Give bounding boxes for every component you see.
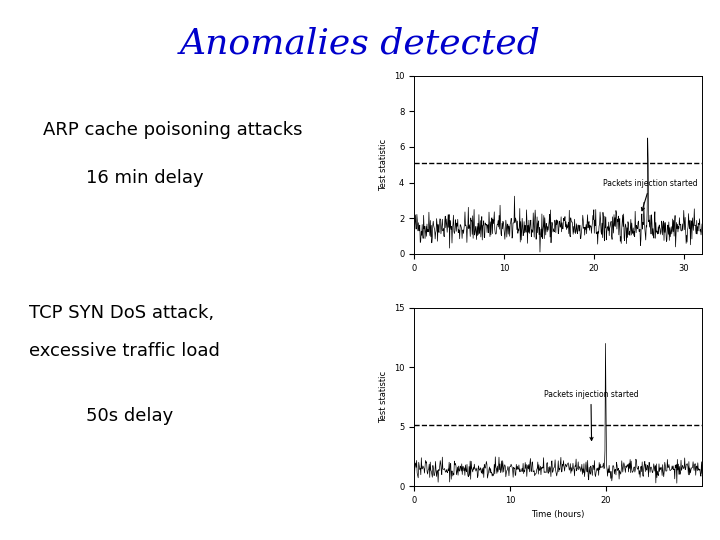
Text: Packets injection started: Packets injection started xyxy=(544,390,638,441)
Y-axis label: Test statistic: Test statistic xyxy=(379,371,388,423)
Y-axis label: Test statistic: Test statistic xyxy=(379,139,388,191)
Text: 50s delay: 50s delay xyxy=(86,407,174,425)
Text: Anomalies detected: Anomalies detected xyxy=(179,27,541,61)
Text: ARP cache poisoning attacks: ARP cache poisoning attacks xyxy=(43,120,302,139)
X-axis label: Time (hours): Time (hours) xyxy=(531,510,585,519)
Text: TCP SYN DoS attack,: TCP SYN DoS attack, xyxy=(29,304,214,322)
Text: 16 min delay: 16 min delay xyxy=(86,169,204,187)
Text: excessive traffic load: excessive traffic load xyxy=(29,342,220,360)
Text: Packets injection started: Packets injection started xyxy=(603,179,698,211)
